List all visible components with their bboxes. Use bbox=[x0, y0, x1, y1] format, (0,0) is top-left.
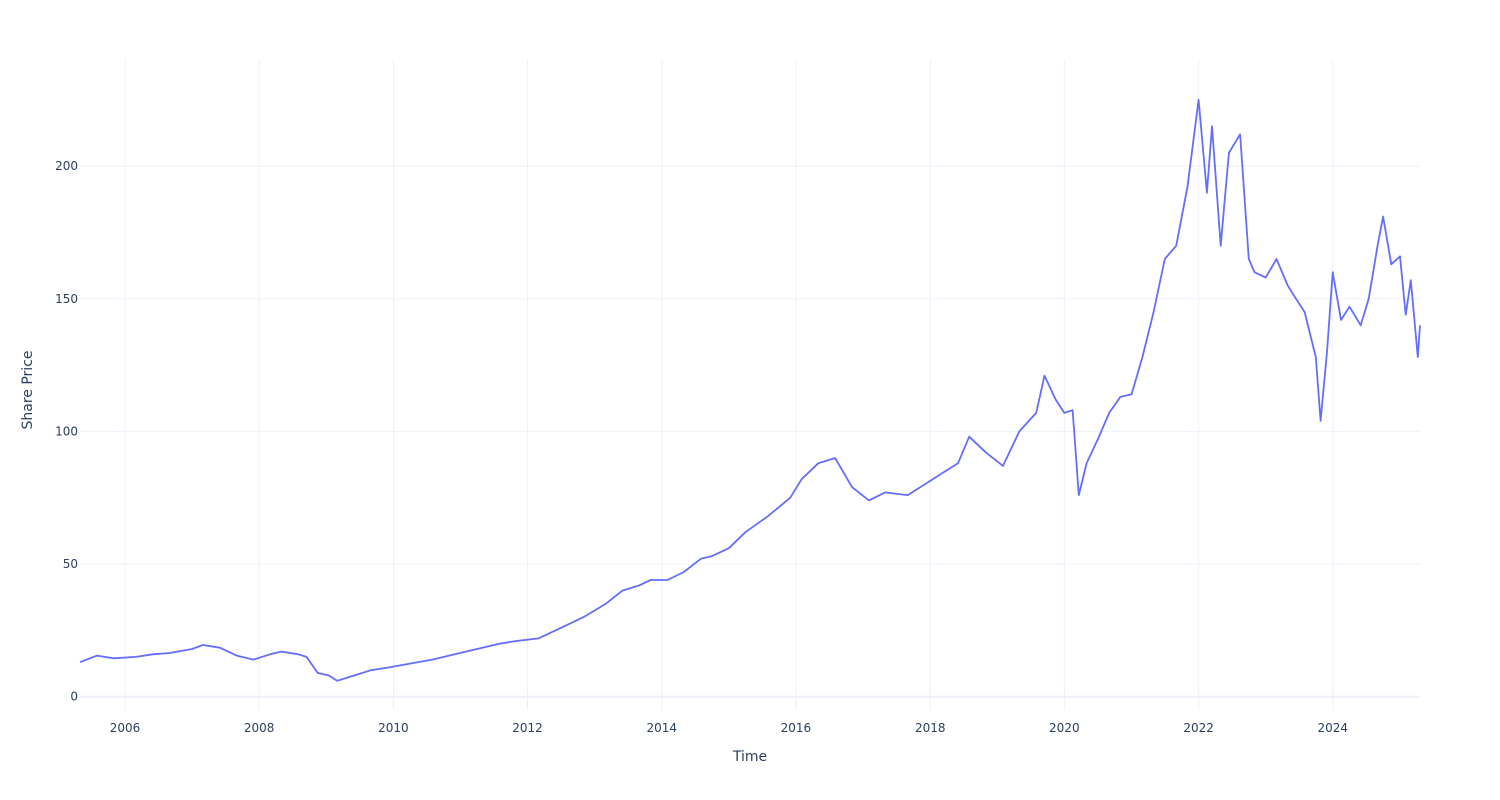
x-tick-label: 2010 bbox=[378, 721, 409, 735]
share-price-line bbox=[79, 98, 1421, 682]
x-tick-label: 2020 bbox=[1049, 721, 1080, 735]
x-gridlines bbox=[124, 60, 1334, 710]
y-tick-label: 50 bbox=[63, 557, 78, 571]
y-axis-tick-labels: 0 50 100 150 200 bbox=[55, 159, 78, 704]
x-tick-label: 2018 bbox=[915, 721, 946, 735]
y-tick-label: 100 bbox=[55, 424, 78, 438]
y-tick-label: 200 bbox=[55, 159, 78, 173]
x-tick-label: 2012 bbox=[512, 721, 543, 735]
x-axis-title: Time bbox=[732, 749, 767, 765]
y-tick-label: 150 bbox=[55, 292, 78, 306]
x-tick-label: 2024 bbox=[1317, 721, 1348, 735]
y-axis-title: Share Price bbox=[20, 350, 36, 429]
x-tick-label: 2022 bbox=[1183, 721, 1214, 735]
x-tick-label: 2014 bbox=[647, 721, 678, 735]
y-gridlines bbox=[80, 165, 1420, 698]
x-tick-label: 2016 bbox=[781, 721, 812, 735]
x-tick-label: 2008 bbox=[244, 721, 275, 735]
y-tick-label: 0 bbox=[70, 690, 78, 704]
x-tick-label: 2006 bbox=[110, 721, 141, 735]
x-axis-tick-labels: 2006 2008 2010 2012 2014 2016 2018 2020 2022 2024 bbox=[110, 721, 1348, 735]
